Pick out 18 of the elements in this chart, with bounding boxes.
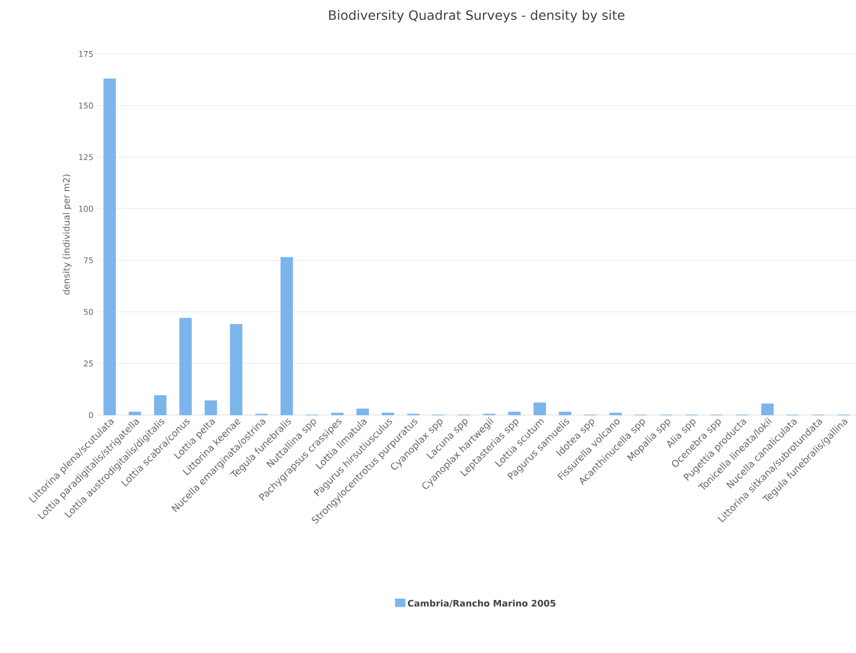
- bar: [508, 412, 521, 416]
- y-axis-title: density (individual per m2): [62, 174, 72, 295]
- bar: [154, 395, 166, 416]
- bar: [761, 403, 774, 416]
- bar: [128, 412, 142, 416]
- chart-title: Biodiversity Quadrat Surveys - density by site: [329, 10, 624, 22]
- bar: [331, 412, 344, 416]
- bar: [609, 412, 622, 416]
- bar: [179, 318, 192, 416]
- bar: [103, 78, 116, 416]
- bar: [558, 412, 572, 416]
- bar: [280, 256, 293, 416]
- bar: [204, 400, 218, 416]
- legend-label: Cambria/Rancho Marino 2005: [408, 600, 556, 608]
- bar: [356, 408, 369, 416]
- bar: [230, 324, 242, 416]
- bar: [534, 402, 546, 416]
- bar: [382, 412, 394, 416]
